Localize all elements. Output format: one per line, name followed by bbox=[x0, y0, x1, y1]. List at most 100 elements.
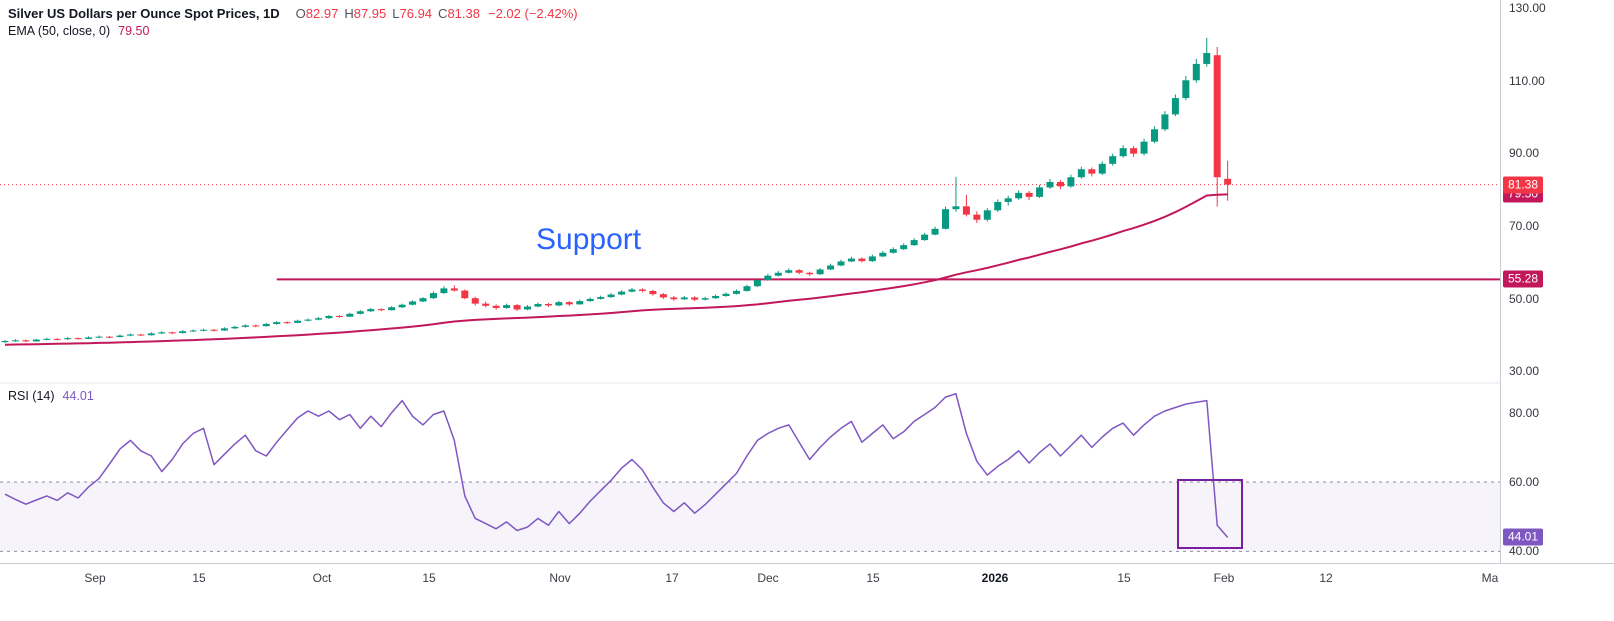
candle-body-up bbox=[910, 240, 918, 246]
rsi-band bbox=[0, 482, 1500, 552]
candle-body-up bbox=[879, 252, 887, 257]
candle-body-down bbox=[691, 297, 699, 300]
candle-body-down bbox=[1056, 181, 1064, 187]
candle-body-up bbox=[816, 269, 824, 275]
candle-body-up bbox=[524, 306, 531, 310]
candle-body-up bbox=[1015, 192, 1023, 199]
candle-body-up bbox=[1046, 181, 1054, 188]
candle-body-up bbox=[847, 258, 855, 262]
candle-body-up bbox=[1140, 141, 1148, 154]
rsi-tick: 60.00 bbox=[1509, 475, 1540, 490]
price-axis[interactable]: 130.00 110.00 90.00 70.00 50.00 30.00 80.00 60.… bbox=[1500, 0, 1614, 621]
time-label: Dec bbox=[757, 571, 779, 585]
candle-body-down bbox=[168, 332, 176, 334]
candle-body-down bbox=[335, 315, 343, 317]
rsi-highlight-box[interactable] bbox=[1177, 479, 1243, 549]
candle-body-up bbox=[273, 322, 281, 324]
low-label: L bbox=[392, 6, 400, 21]
time-label: 15 bbox=[866, 571, 880, 585]
candle-body-up bbox=[64, 338, 72, 340]
symbol-title[interactable]: Silver US Dollars per Ounce Spot Prices,… bbox=[8, 6, 280, 21]
rsi-legend[interactable]: RSI (14) 44.01 bbox=[8, 389, 94, 403]
time-axis-labels: Sep 15 Oct 15 Nov 17 Dec 15 2026 15 Feb 12 Ma bbox=[0, 564, 1500, 621]
candle-body-up bbox=[11, 340, 19, 342]
candle-body-down bbox=[973, 214, 981, 220]
candle-body-up bbox=[220, 328, 228, 331]
candle-body-down bbox=[1088, 169, 1096, 174]
candle-body-up bbox=[1077, 169, 1085, 178]
candle-body-down bbox=[482, 303, 490, 306]
candle-body-down bbox=[1224, 178, 1232, 185]
candle-body-up bbox=[753, 280, 761, 287]
price-tick: 70.00 bbox=[1509, 218, 1540, 233]
support-text-annotation[interactable]: Support bbox=[536, 223, 642, 256]
candle-body-down bbox=[638, 289, 646, 291]
time-label: 17 bbox=[665, 571, 679, 585]
candle-body-down bbox=[461, 290, 469, 299]
candle-body-down bbox=[565, 302, 573, 305]
candle-body-up bbox=[534, 304, 542, 307]
low-value: 76.94 bbox=[399, 6, 433, 21]
price-tick: 30.00 bbox=[1509, 364, 1540, 379]
candle-body-up bbox=[576, 301, 584, 305]
candle-body-up bbox=[262, 323, 270, 327]
time-label: Oct bbox=[312, 571, 332, 585]
time-label: 12 bbox=[1319, 571, 1333, 585]
time-axis[interactable]: Sep 15 Oct 15 Nov 17 Dec 15 2026 15 Feb 12 Ma bbox=[0, 563, 1614, 621]
candle-body-up bbox=[356, 311, 364, 314]
candle-body-up bbox=[32, 339, 40, 342]
candle-body-up bbox=[325, 315, 333, 319]
symbol-legend[interactable]: Silver US Dollars per Ounce Spot Prices,… bbox=[8, 6, 578, 21]
candle-body-up bbox=[586, 298, 594, 302]
candle-body-up bbox=[429, 293, 437, 299]
time-label: Ma bbox=[1481, 571, 1499, 585]
candle-body-up bbox=[419, 298, 427, 302]
candle-body-up bbox=[1182, 80, 1190, 99]
candle-body-up bbox=[409, 301, 417, 305]
price-tick: 110.00 bbox=[1509, 73, 1545, 88]
candle-body-down bbox=[670, 297, 678, 300]
time-label: 15 bbox=[192, 571, 206, 585]
candle-body-up bbox=[785, 270, 793, 273]
candle-body-up bbox=[315, 318, 322, 320]
candle-body-up bbox=[189, 330, 197, 332]
candle-body-down bbox=[377, 309, 385, 311]
candle-body-up bbox=[1171, 98, 1179, 115]
rsi-tick: 80.00 bbox=[1509, 405, 1540, 420]
price-tick: 130.00 bbox=[1509, 0, 1546, 15]
price-tick: 90.00 bbox=[1509, 146, 1540, 161]
rsi-value: 44.01 bbox=[62, 389, 94, 403]
candle-body-down bbox=[649, 290, 657, 295]
close-value: 81.38 bbox=[447, 6, 480, 21]
candle-body-up bbox=[827, 265, 835, 270]
ema-legend[interactable]: EMA (50, close, 0) 79.50 bbox=[8, 24, 149, 38]
candle-body-up bbox=[921, 234, 929, 241]
rsi-line[interactable] bbox=[4, 392, 1229, 538]
candle-body-down bbox=[1213, 55, 1221, 178]
candle-body-down bbox=[210, 329, 218, 331]
candle-body-up bbox=[126, 334, 134, 336]
candle-body-down bbox=[544, 304, 552, 306]
candle-body-up bbox=[85, 337, 93, 339]
candle-body-up bbox=[367, 309, 375, 312]
candle-body-up bbox=[942, 209, 949, 229]
candle-body-up bbox=[1109, 156, 1117, 164]
support-price-badge: 55.28 bbox=[1503, 270, 1544, 288]
candle-body-up bbox=[200, 329, 208, 331]
candle-body-up bbox=[733, 290, 740, 294]
time-label: Nov bbox=[549, 571, 571, 585]
candle-body-up bbox=[116, 335, 124, 338]
candle-body-up bbox=[607, 294, 615, 298]
candle-body-down bbox=[858, 258, 866, 262]
high-value: 87.95 bbox=[353, 6, 387, 21]
candle-body-up bbox=[994, 201, 1002, 211]
chart-canvas[interactable] bbox=[0, 0, 1500, 563]
ema-line[interactable] bbox=[4, 193, 1228, 346]
candle-body-up bbox=[701, 298, 709, 300]
candle-body-up bbox=[837, 261, 845, 266]
candle-body-up bbox=[1004, 198, 1012, 202]
candle-body-up bbox=[952, 206, 960, 210]
candle-body-up bbox=[1067, 177, 1075, 187]
candle-body-up bbox=[931, 228, 939, 235]
